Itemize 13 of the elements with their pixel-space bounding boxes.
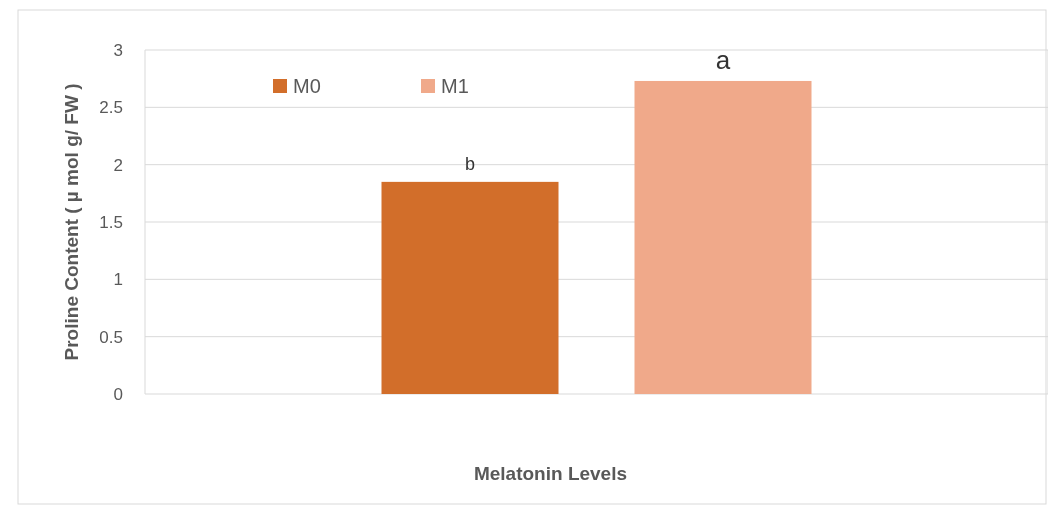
x-axis-title: Melatonin Levels (473, 463, 628, 484)
y-tick-label: 0.5 (99, 327, 123, 347)
y-tick-label: 1 (113, 270, 123, 290)
y-tick-label: 2.5 (99, 98, 123, 118)
y-tick-label: 0 (113, 384, 123, 404)
y-tick-label: 3 (113, 40, 123, 60)
annotation: b (464, 153, 476, 174)
y-tick-label: 1.5 (99, 212, 123, 232)
legend-label: M1 (441, 75, 469, 97)
y-axis-title: Proline Content ( µ mol g/ FW ) (61, 83, 82, 361)
y-tick-label: 2 (113, 155, 123, 175)
legend-label: M0 (293, 75, 321, 97)
annotation: a (715, 44, 731, 75)
